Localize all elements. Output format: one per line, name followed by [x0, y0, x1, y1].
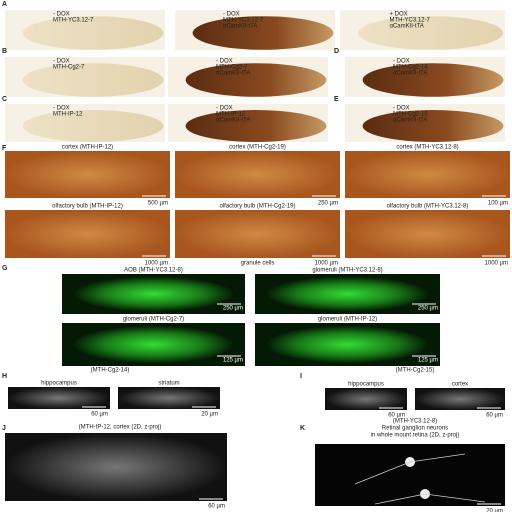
- image-label: - DOX: [223, 12, 240, 18]
- brain-section: [185, 63, 327, 97]
- brain-section: [362, 63, 504, 97]
- panel-letter: B: [2, 48, 7, 55]
- image-label: olfactory bulb (MTH-YC3.12-8): [387, 204, 469, 210]
- scale-label: 60 µm: [486, 413, 503, 419]
- scale-label: 20 µm: [201, 412, 218, 418]
- micrograph: [8, 387, 110, 409]
- micrograph: [118, 387, 220, 409]
- image-label: αCamKII-tTA: [393, 71, 427, 77]
- image-label: αCamKII-tTA: [393, 118, 427, 124]
- image-label: MTH-Cg2-14: [393, 65, 428, 71]
- panel-letter: D: [334, 48, 339, 55]
- scale-label: 1000 µm: [485, 261, 508, 267]
- panel-letter: G: [2, 265, 8, 272]
- panel-letter: F: [2, 145, 7, 152]
- micrograph: [175, 210, 340, 258]
- fluorescence: [71, 325, 236, 364]
- dendrites: [354, 453, 486, 505]
- panel-letter: J: [2, 425, 6, 432]
- image-label: - DOX: [53, 59, 70, 65]
- image-label: - DOX: [53, 12, 70, 18]
- brain-section: [362, 110, 504, 142]
- image-label: olfactory bulb (MTH-Cg2-19): [219, 204, 295, 210]
- panel-letter: I: [300, 373, 302, 380]
- panel-heading: Retinal ganglion neurons: [382, 426, 448, 432]
- micrograph: [5, 433, 227, 501]
- image-label: αCamKII-tTA: [216, 118, 250, 124]
- panel-heading: (MTH-Cg2-15): [396, 368, 435, 374]
- micrograph: [175, 151, 340, 198]
- image-label: MTH-YC3.12-7: [223, 18, 264, 24]
- brain-section: [22, 110, 164, 142]
- image-label: striatum: [158, 381, 179, 387]
- scale-label: 125 µm: [223, 358, 243, 364]
- image-label: MTH-IP-12: [216, 112, 246, 118]
- panel-letter: E: [334, 96, 339, 103]
- image-label: hippocampus: [41, 381, 77, 387]
- scale-label: 1000 µm: [145, 261, 168, 267]
- image-label: - DOX: [393, 106, 410, 112]
- scale-label: 250 µm: [223, 306, 243, 312]
- scale-label: 250 µm: [418, 306, 438, 312]
- fluorescence: [264, 276, 431, 312]
- micrograph: [315, 444, 505, 506]
- image-label: MTH-Cg2-15: [393, 112, 428, 118]
- image-label: glomeruli (MTH-IP-12): [318, 317, 377, 323]
- image-label: αCamKII-tTA: [216, 71, 250, 77]
- brain-section: [185, 110, 327, 142]
- scale-label: 60 µm: [91, 412, 108, 418]
- image-label: cortex (MTH-Cg2-19): [229, 145, 286, 151]
- micrograph: [345, 210, 510, 258]
- panel-letter: A: [2, 1, 7, 8]
- image-label: αCamKII-tTA: [390, 24, 424, 30]
- scale-label: 60 µm: [208, 504, 225, 510]
- micrograph: [325, 388, 407, 410]
- image-label: - DOX: [393, 59, 410, 65]
- image-label: hippocampus: [348, 382, 384, 388]
- brain-section: [192, 16, 334, 50]
- panel-heading: in whole mount retina (2D, z-proj): [371, 433, 460, 439]
- brain-section: [22, 16, 164, 50]
- fluorescence: [264, 325, 431, 364]
- scale-label: 20 µm: [486, 509, 503, 512]
- image-label: cortex (MTH-YC3.12-8): [396, 145, 458, 151]
- panel-heading: (MTH-YC3.12-8): [393, 419, 437, 425]
- image-label: MTH-Cg2-7: [216, 65, 248, 71]
- micrograph: [5, 151, 170, 198]
- image-label: MTH-Cg2-7: [53, 65, 85, 71]
- micrograph: [415, 388, 505, 410]
- scale-label: 250 µm: [318, 201, 338, 207]
- image-label: - DOX: [216, 106, 233, 112]
- scale-label: 60 µm: [388, 413, 405, 419]
- image-label: - DOX: [53, 106, 70, 112]
- micrograph: [345, 151, 510, 198]
- image-note: granule cells: [241, 261, 275, 267]
- panel-letter: K: [300, 425, 305, 432]
- image-label: + DOX: [390, 12, 408, 18]
- scale-label: 125 µm: [418, 358, 438, 364]
- scale-label: 1000 µm: [315, 261, 338, 267]
- micrograph: [5, 210, 170, 258]
- panel-heading: (MTH-IP-12, cortex (2D, z-proj): [79, 425, 162, 431]
- image-label: AOB (MTH-YC3.12-8): [124, 268, 183, 274]
- panel-letter: C: [2, 96, 7, 103]
- image-label: MTH-YC3.12-7: [53, 18, 94, 24]
- brain-section: [357, 16, 504, 50]
- panel-heading: (MTH-Cg2-14): [91, 368, 130, 374]
- image-label: MTH-YC3.12-7: [390, 18, 431, 24]
- fluorescence: [71, 276, 236, 312]
- image-label: αCamKII-tTA: [223, 24, 257, 30]
- panel-letter: H: [2, 373, 7, 380]
- image-label: glomeruli (MTH-YC3.12-8): [312, 268, 382, 274]
- scale-label: 500 µm: [148, 201, 168, 207]
- image-label: cortex: [452, 382, 468, 388]
- image-label: MTH-IP-12: [53, 112, 83, 118]
- scale-label: 100 µm: [488, 201, 508, 207]
- image-label: - DOX: [216, 59, 233, 65]
- brain-section: [22, 63, 164, 97]
- image-label: glomeruli (MTH-Cg2-7): [123, 317, 184, 323]
- image-label: olfactory bulb (MTH-IP-12): [52, 204, 123, 210]
- image-label: cortex (MTH-IP-12): [62, 145, 113, 151]
